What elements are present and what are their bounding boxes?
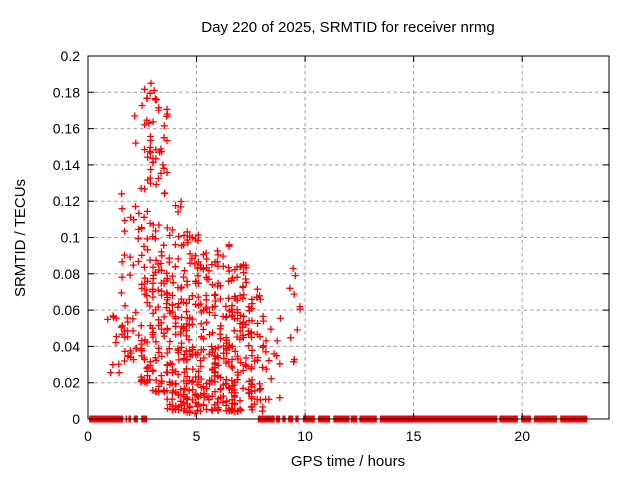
y-tick-label: 0.02 bbox=[53, 375, 80, 391]
x-tick-label: 20 bbox=[514, 428, 530, 444]
x-tick-label: 0 bbox=[84, 428, 92, 444]
scatter-points bbox=[104, 79, 304, 417]
x-axis-label: GPS time / hours bbox=[291, 453, 405, 470]
x-tick-label: 5 bbox=[193, 428, 201, 444]
x-tick-label: 15 bbox=[406, 428, 422, 444]
x-tick-label: 10 bbox=[297, 428, 313, 444]
y-tick-label: 0.1 bbox=[61, 230, 81, 246]
y-tick-label: 0.2 bbox=[61, 48, 81, 64]
axis-ticks bbox=[87, 55, 609, 420]
y-tick-label: 0.16 bbox=[53, 121, 80, 137]
y-tick-label: 0.12 bbox=[53, 193, 80, 209]
y-tick-label: 0.08 bbox=[53, 266, 80, 282]
y-axis-label: SRMTID / TECUs bbox=[12, 179, 29, 297]
y-tick-label: 0.14 bbox=[53, 157, 80, 173]
y-tick-label: 0 bbox=[72, 411, 80, 427]
chart-title: Day 220 of 2025, SRMTID for receiver nrm… bbox=[201, 19, 494, 36]
scatter-point-markers bbox=[104, 79, 304, 417]
y-tick-label: 0.18 bbox=[53, 84, 80, 100]
tick-labels: 0 5 10 15 20 0 0.02 0.04 0.06 0.08 0.1 0.12 0.14 0.16… bbox=[53, 48, 530, 444]
grid-lines bbox=[88, 56, 609, 419]
tick-marks bbox=[87, 55, 609, 420]
y-tick-label: 0.04 bbox=[53, 338, 80, 354]
y-tick-label: 0.06 bbox=[53, 302, 80, 318]
grid-line-path bbox=[88, 56, 609, 419]
